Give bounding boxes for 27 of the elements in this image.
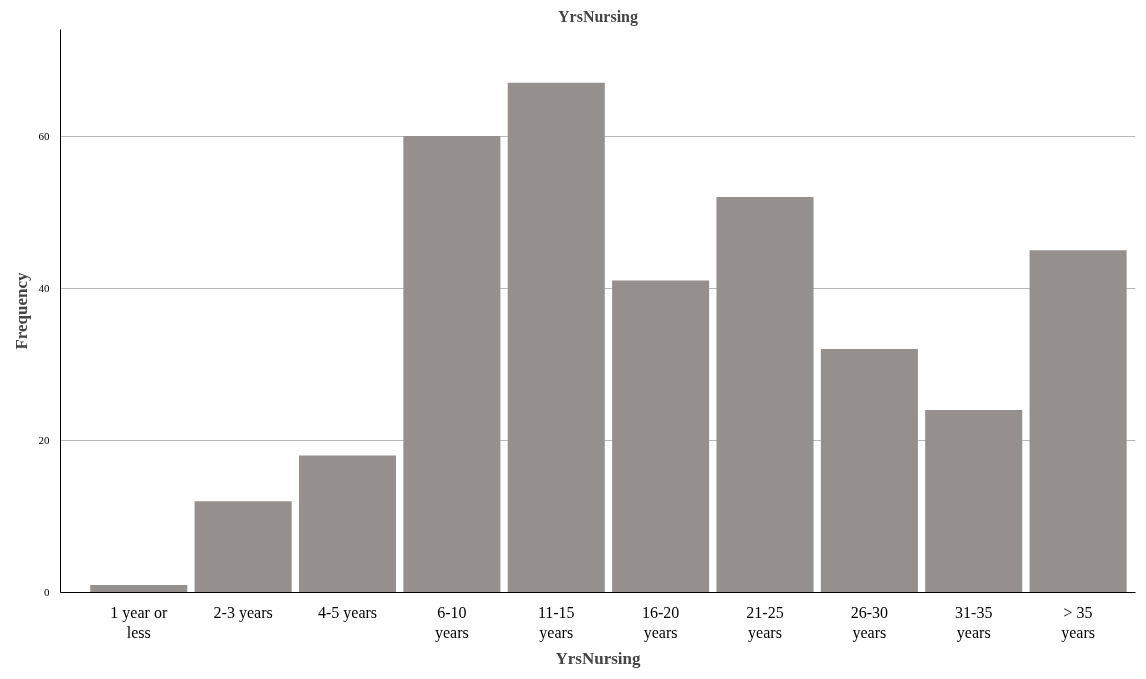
chart-title: YrsNursing xyxy=(558,7,639,26)
bar xyxy=(90,584,188,593)
y-tick-label: 0 xyxy=(44,586,50,598)
bar xyxy=(298,455,397,593)
bar xyxy=(194,501,292,593)
bar xyxy=(925,409,1023,593)
x-axis-title: YrsNursing xyxy=(555,648,641,668)
bar xyxy=(1029,250,1127,593)
y-axis-title: Frequency xyxy=(11,271,31,350)
x-tick-label: 31-35 years xyxy=(955,603,993,642)
bar xyxy=(507,82,605,593)
y-tick-label: 40 xyxy=(38,281,50,294)
x-tick-label: 2-3 years xyxy=(213,603,273,622)
bar xyxy=(820,349,918,593)
bar xyxy=(403,136,501,593)
x-tick-label: 1 year or less xyxy=(110,603,168,641)
bar xyxy=(612,280,710,593)
x-tick-label: 21-25 years xyxy=(746,603,784,642)
y-tick-label: 20 xyxy=(38,433,50,446)
x-tick-label: 26-30 years xyxy=(850,603,889,642)
x-tick-label: 4-5 years xyxy=(317,603,378,622)
bar xyxy=(716,196,814,593)
y-tick-label: 60 xyxy=(38,129,50,142)
x-tick-label: 11-15 years xyxy=(537,603,575,642)
x-tick-label: 6-10 years xyxy=(435,603,469,642)
x-tick-label: > 35 years xyxy=(1061,603,1095,642)
x-tick-label: 16-20 years xyxy=(641,603,680,642)
